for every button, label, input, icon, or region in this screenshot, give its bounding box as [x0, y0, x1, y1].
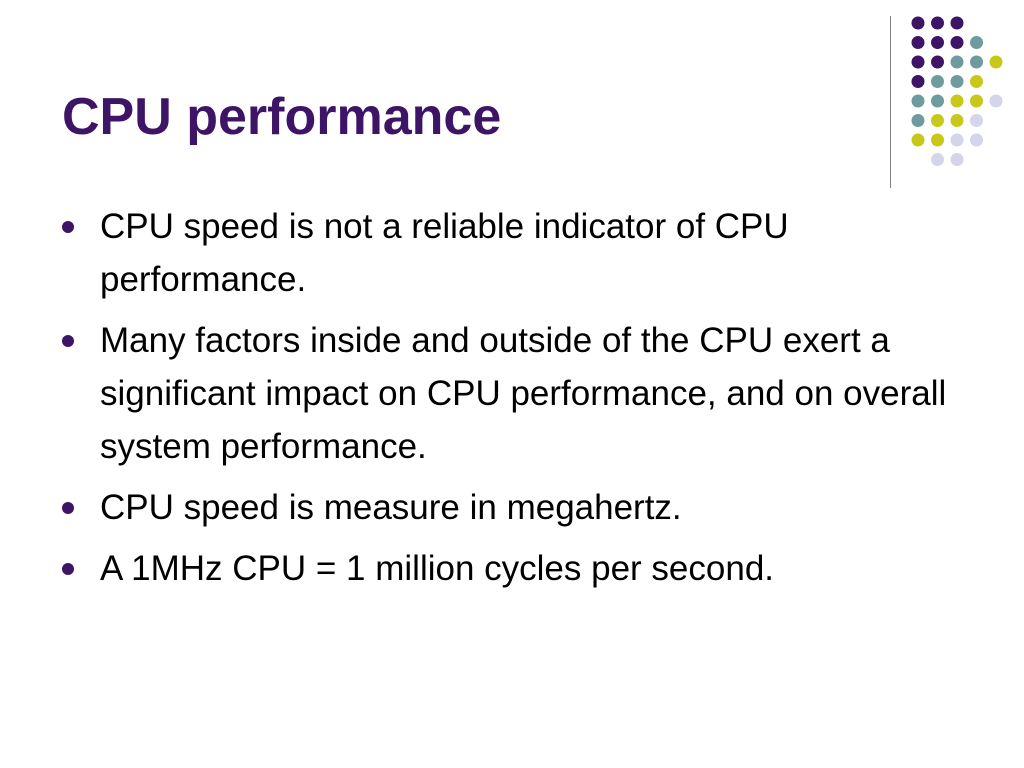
bullet-item: CPU speed is measure in megahertz.: [62, 481, 962, 534]
decorative-dot: [950, 94, 964, 108]
decorative-dot: [931, 133, 944, 147]
decorative-dot: [931, 16, 944, 30]
decorative-dot: [911, 133, 925, 147]
decorative-dot: [911, 36, 925, 49]
decorative-dot: [989, 94, 1003, 108]
decorative-dot: [931, 114, 944, 127]
decorative-dot: [931, 36, 944, 49]
bullet-item: CPU speed is not a reliable indicator of…: [62, 200, 962, 306]
decorative-dot: [950, 36, 964, 49]
decorative-dot: [950, 153, 964, 166]
decorative-dot: [911, 16, 925, 30]
decorative-dot: [911, 94, 925, 108]
decorative-dot: [950, 133, 964, 147]
decorative-dot: [911, 55, 925, 69]
decorative-dot: [931, 55, 944, 69]
bullet-text: A 1MHz CPU = 1 million cycles per second…: [100, 549, 775, 588]
bullet-list: CPU speed is not a reliable indicator of…: [62, 200, 962, 603]
decorative-dot: [931, 94, 944, 108]
decorative-dot: [911, 75, 925, 88]
decorative-dot: [970, 114, 983, 127]
bullet-text: Many factors inside and outside of the C…: [100, 321, 947, 466]
bullet-text: CPU speed is not a reliable indicator of…: [100, 207, 789, 299]
bullet-item: Many factors inside and outside of the C…: [62, 314, 962, 473]
bullet-text: CPU speed is measure in megahertz.: [100, 488, 682, 527]
decorative-dot: [950, 114, 964, 127]
bullet-dot-icon: [62, 335, 74, 347]
bullet-dot-icon: [62, 502, 74, 514]
title-divider: [890, 16, 891, 188]
decorative-dot: [970, 133, 983, 147]
decorative-dot: [950, 75, 964, 88]
bullet-item: A 1MHz CPU = 1 million cycles per second…: [62, 542, 962, 595]
slide-title: CPU performance: [62, 88, 502, 146]
decorative-dot: [970, 36, 983, 49]
decorative-dot: [931, 75, 944, 88]
decorative-dot: [950, 55, 964, 69]
decorative-dot: [911, 114, 925, 127]
decorative-dot: [970, 55, 983, 69]
bullet-dot-icon: [62, 563, 74, 575]
decorative-dot: [970, 94, 983, 108]
bullet-dot-icon: [62, 221, 74, 233]
decorative-dot: [950, 16, 964, 30]
decorative-dot: [931, 153, 944, 166]
decorative-dot: [970, 75, 983, 88]
decorative-dot: [989, 55, 1003, 69]
